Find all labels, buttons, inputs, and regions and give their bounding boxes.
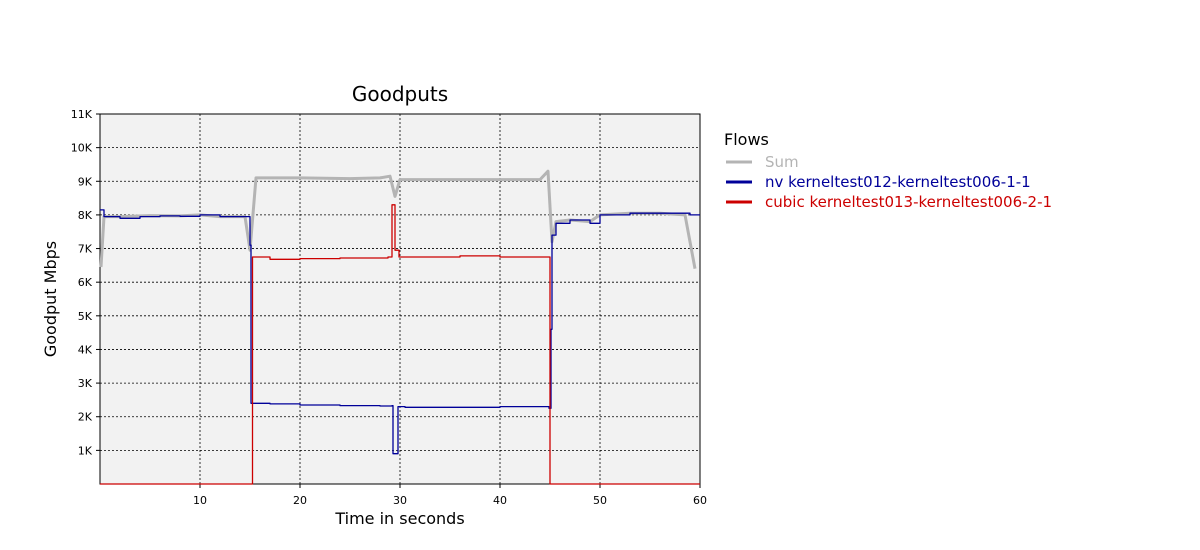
y-tick-label: 6K bbox=[78, 276, 93, 289]
legend-label: Sum bbox=[765, 153, 799, 171]
x-axis-title: Time in seconds bbox=[334, 509, 464, 528]
y-tick-label: 1K bbox=[78, 444, 93, 457]
y-tick-label: 10K bbox=[71, 142, 93, 155]
series-line-2 bbox=[100, 209, 700, 455]
y-tick-label: 3K bbox=[78, 377, 93, 390]
y-tick-label: 9K bbox=[78, 175, 93, 188]
legend-label: cubic kerneltest013-kerneltest006-2-1 bbox=[765, 193, 1052, 211]
x-tick-label: 30 bbox=[393, 494, 407, 507]
y-tick-label: 5K bbox=[78, 310, 93, 323]
axis-ticks: 1K 2K 3K 4K 5K 6K 7K 8K 9K 10K 11K 10 20 30 40 50 60 bbox=[71, 108, 707, 507]
x-tick-label: 20 bbox=[293, 494, 307, 507]
legend-label: nv kerneltest012-kerneltest006-1-1 bbox=[765, 173, 1031, 191]
x-tick-label: 10 bbox=[193, 494, 207, 507]
series-line-1 bbox=[99, 169, 697, 269]
y-tick-label: 2K bbox=[78, 411, 93, 424]
x-tick-label: 60 bbox=[693, 494, 707, 507]
y-tick-label: 11K bbox=[71, 108, 93, 121]
y-tick-label: 4K bbox=[78, 343, 93, 356]
y-tick-label: 7K bbox=[78, 243, 93, 256]
x-tick-label: 40 bbox=[493, 494, 507, 507]
y-axis-title: Goodput Mbps bbox=[41, 241, 60, 357]
series-line-3 bbox=[100, 204, 700, 485]
x-tick-label: 50 bbox=[593, 494, 607, 507]
y-tick-label: 8K bbox=[78, 209, 93, 222]
legend: Sum nv kerneltest012-kerneltest006-1-1 cub… bbox=[726, 153, 1052, 211]
chart-title: Goodputs bbox=[352, 82, 448, 106]
legend-title: Flows bbox=[724, 130, 769, 149]
series-lines bbox=[99, 169, 700, 485]
